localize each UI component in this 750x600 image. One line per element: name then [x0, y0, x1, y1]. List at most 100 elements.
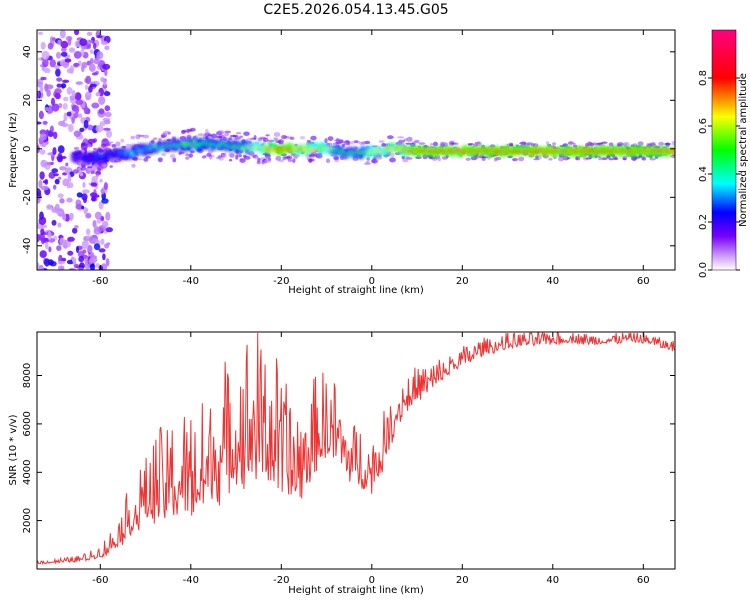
noise-speck	[39, 149, 46, 155]
noise-speck	[95, 92, 101, 97]
noise-speck	[82, 182, 86, 188]
noise-speck	[40, 185, 49, 191]
x-tick-label: 40	[546, 276, 559, 287]
noise-speck	[106, 242, 111, 246]
halo-speck	[405, 142, 412, 145]
noise-speck	[89, 58, 94, 65]
halo-speck	[572, 142, 576, 145]
snr-x-ticks: -60 -40 -20 0 20 40 60	[92, 332, 650, 586]
noise-speck	[75, 203, 83, 210]
halo-speck	[637, 141, 644, 146]
noise-speck	[40, 41, 46, 50]
halo-speck	[405, 156, 410, 159]
halo-speck	[80, 166, 87, 171]
y-tick-label: 0	[22, 146, 33, 152]
noise-speck	[42, 58, 49, 68]
halo-speck	[217, 130, 225, 135]
noise-speck	[53, 184, 57, 190]
halo-speck	[641, 155, 645, 161]
noise-speck	[73, 263, 80, 269]
spectrogram-panel: -60 -40 -20 0 20 40 60 -40 -20 0 20 40 Height of s…	[8, 29, 676, 296]
halo-speck	[401, 155, 405, 160]
noise-speck	[56, 83, 62, 88]
noise-speck	[91, 72, 98, 76]
noise-speck	[69, 212, 74, 220]
x-tick-label: 20	[456, 575, 469, 586]
snr-panel: -60 -40 -20 0 20 40 60 2000 4000 6000 8000 Height…	[8, 331, 676, 596]
halo-speck	[222, 153, 227, 158]
halo-speck	[96, 166, 103, 169]
noise-speck	[51, 97, 55, 106]
colorbar-tick-label: 0.8	[698, 70, 709, 86]
x-tick-label: -60	[92, 575, 108, 586]
noise-speck	[94, 211, 102, 220]
noise-speck	[98, 108, 105, 115]
halo-speck	[247, 137, 252, 143]
halo-speck	[188, 153, 193, 158]
noise-speck	[90, 192, 98, 198]
noise-speck	[102, 138, 108, 143]
noise-speck	[52, 147, 57, 156]
noise-speck	[99, 178, 103, 183]
noise-speck	[39, 171, 45, 180]
noise-speck	[93, 42, 97, 50]
halo-speck	[234, 136, 241, 140]
halo-speck	[243, 156, 251, 160]
halo-speck	[210, 154, 215, 158]
halo-speck	[130, 135, 135, 140]
noise-speck	[86, 228, 91, 236]
noise-speck	[87, 138, 96, 144]
halo-speck	[286, 155, 293, 161]
ridge-blob-inner	[671, 148, 675, 154]
noise-speck	[57, 260, 65, 265]
noise-speck	[98, 248, 106, 253]
chart-title: C2E5.2026.054.13.45.G05	[263, 2, 448, 18]
noise-speck	[57, 176, 62, 180]
halo-speck	[381, 142, 386, 148]
halo-speck	[207, 134, 213, 137]
noise-speck	[90, 83, 97, 87]
noise-speck	[73, 63, 79, 68]
halo-speck	[153, 137, 158, 140]
halo-speck	[87, 143, 92, 148]
noise-speck	[89, 263, 96, 270]
noise-speck	[59, 198, 65, 204]
snr-frame	[36, 331, 676, 570]
noise-speck	[57, 193, 64, 198]
halo-speck	[353, 140, 359, 144]
noise-speck	[92, 238, 99, 242]
halo-speck	[190, 150, 195, 154]
halo-speck	[207, 149, 214, 154]
y-tick-label: 2000	[22, 508, 33, 533]
noise-speck	[67, 236, 75, 242]
halo-speck	[327, 136, 334, 142]
spectrogram-x-label: Height of straight line (km)	[288, 285, 424, 296]
halo-speck	[350, 140, 355, 145]
x-tick-label: 0	[369, 575, 375, 586]
halo-speck	[623, 141, 630, 147]
noise-speck	[63, 96, 69, 102]
halo-speck	[389, 157, 396, 163]
halo-speck	[151, 139, 155, 144]
halo-speck	[454, 142, 459, 145]
halo-speck	[289, 136, 295, 140]
noise-speck	[64, 58, 72, 63]
y-tick-label: -40	[22, 238, 33, 254]
halo-speck	[433, 141, 438, 147]
halo-speck	[418, 142, 426, 145]
y-tick-label: 6000	[22, 411, 33, 436]
noise-speck	[72, 227, 78, 234]
halo-speck	[402, 158, 409, 163]
noise-speck	[100, 238, 105, 246]
noise-speck	[66, 111, 72, 117]
noise-speck	[102, 253, 106, 261]
halo-speck	[538, 154, 542, 160]
noise-speck	[59, 30, 66, 39]
halo-speck	[186, 128, 190, 134]
noise-speck	[62, 103, 68, 110]
x-tick-label: 60	[637, 575, 650, 586]
halo-speck	[87, 166, 93, 169]
noise-speck	[72, 169, 79, 174]
noise-speck	[53, 131, 58, 139]
noise-speck	[67, 250, 74, 256]
